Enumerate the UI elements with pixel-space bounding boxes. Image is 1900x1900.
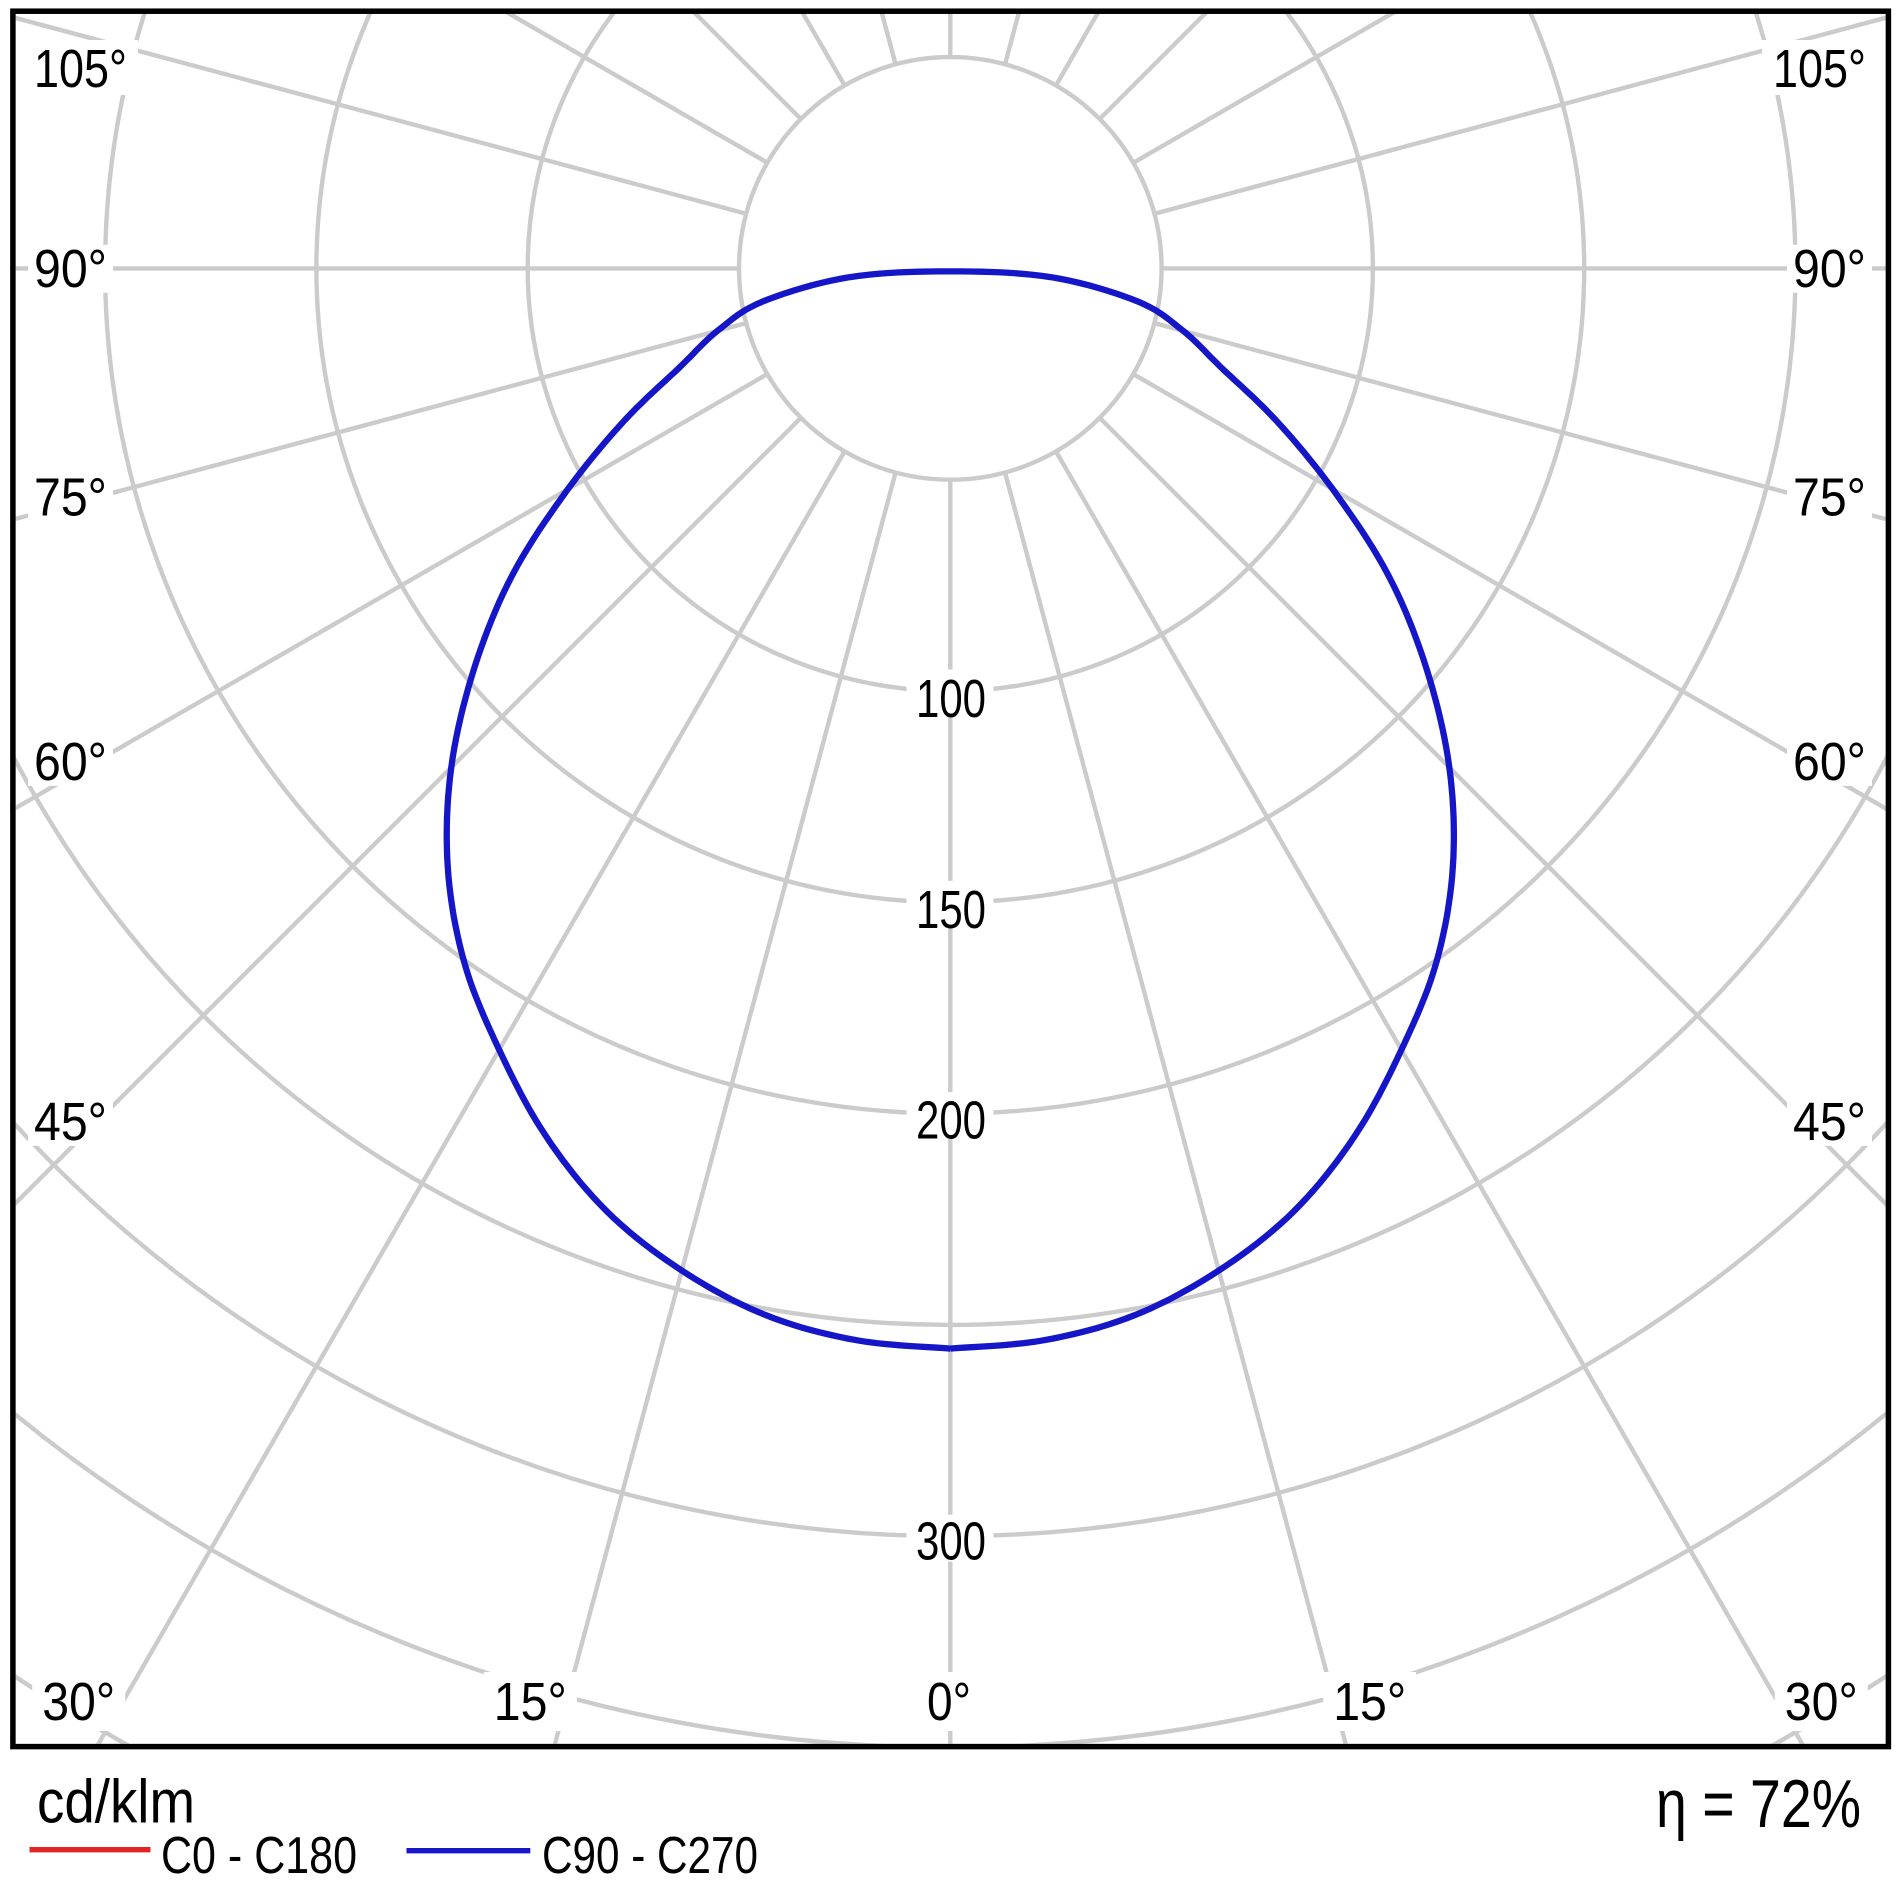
svg-text:75°: 75° [1793,468,1866,528]
svg-text:0°: 0° [927,1672,971,1732]
svg-text:300: 300 [916,1512,986,1572]
svg-text:105°: 105° [34,39,127,99]
svg-text:45°: 45° [1793,1092,1866,1152]
svg-text:cd/klm: cd/klm [37,1768,195,1836]
svg-text:C0 - C180: C0 - C180 [161,1827,357,1885]
svg-text:75°: 75° [34,468,107,528]
svg-text:45°: 45° [34,1092,107,1152]
svg-text:15°: 15° [494,1672,567,1732]
svg-text:60°: 60° [1793,732,1866,792]
svg-text:15°: 15° [1333,1672,1406,1732]
svg-text:C90 - C270: C90 - C270 [542,1827,758,1885]
svg-text:150: 150 [916,880,986,940]
svg-text:200: 200 [916,1091,986,1151]
svg-text:100: 100 [916,669,986,729]
svg-text:105°: 105° [1773,39,1866,99]
svg-text:90°: 90° [34,239,107,299]
svg-text:60°: 60° [34,732,107,792]
svg-text:η = 72%: η = 72% [1656,1766,1861,1842]
svg-text:30°: 30° [1785,1672,1858,1732]
svg-text:90°: 90° [1793,239,1866,299]
svg-text:30°: 30° [42,1672,115,1732]
